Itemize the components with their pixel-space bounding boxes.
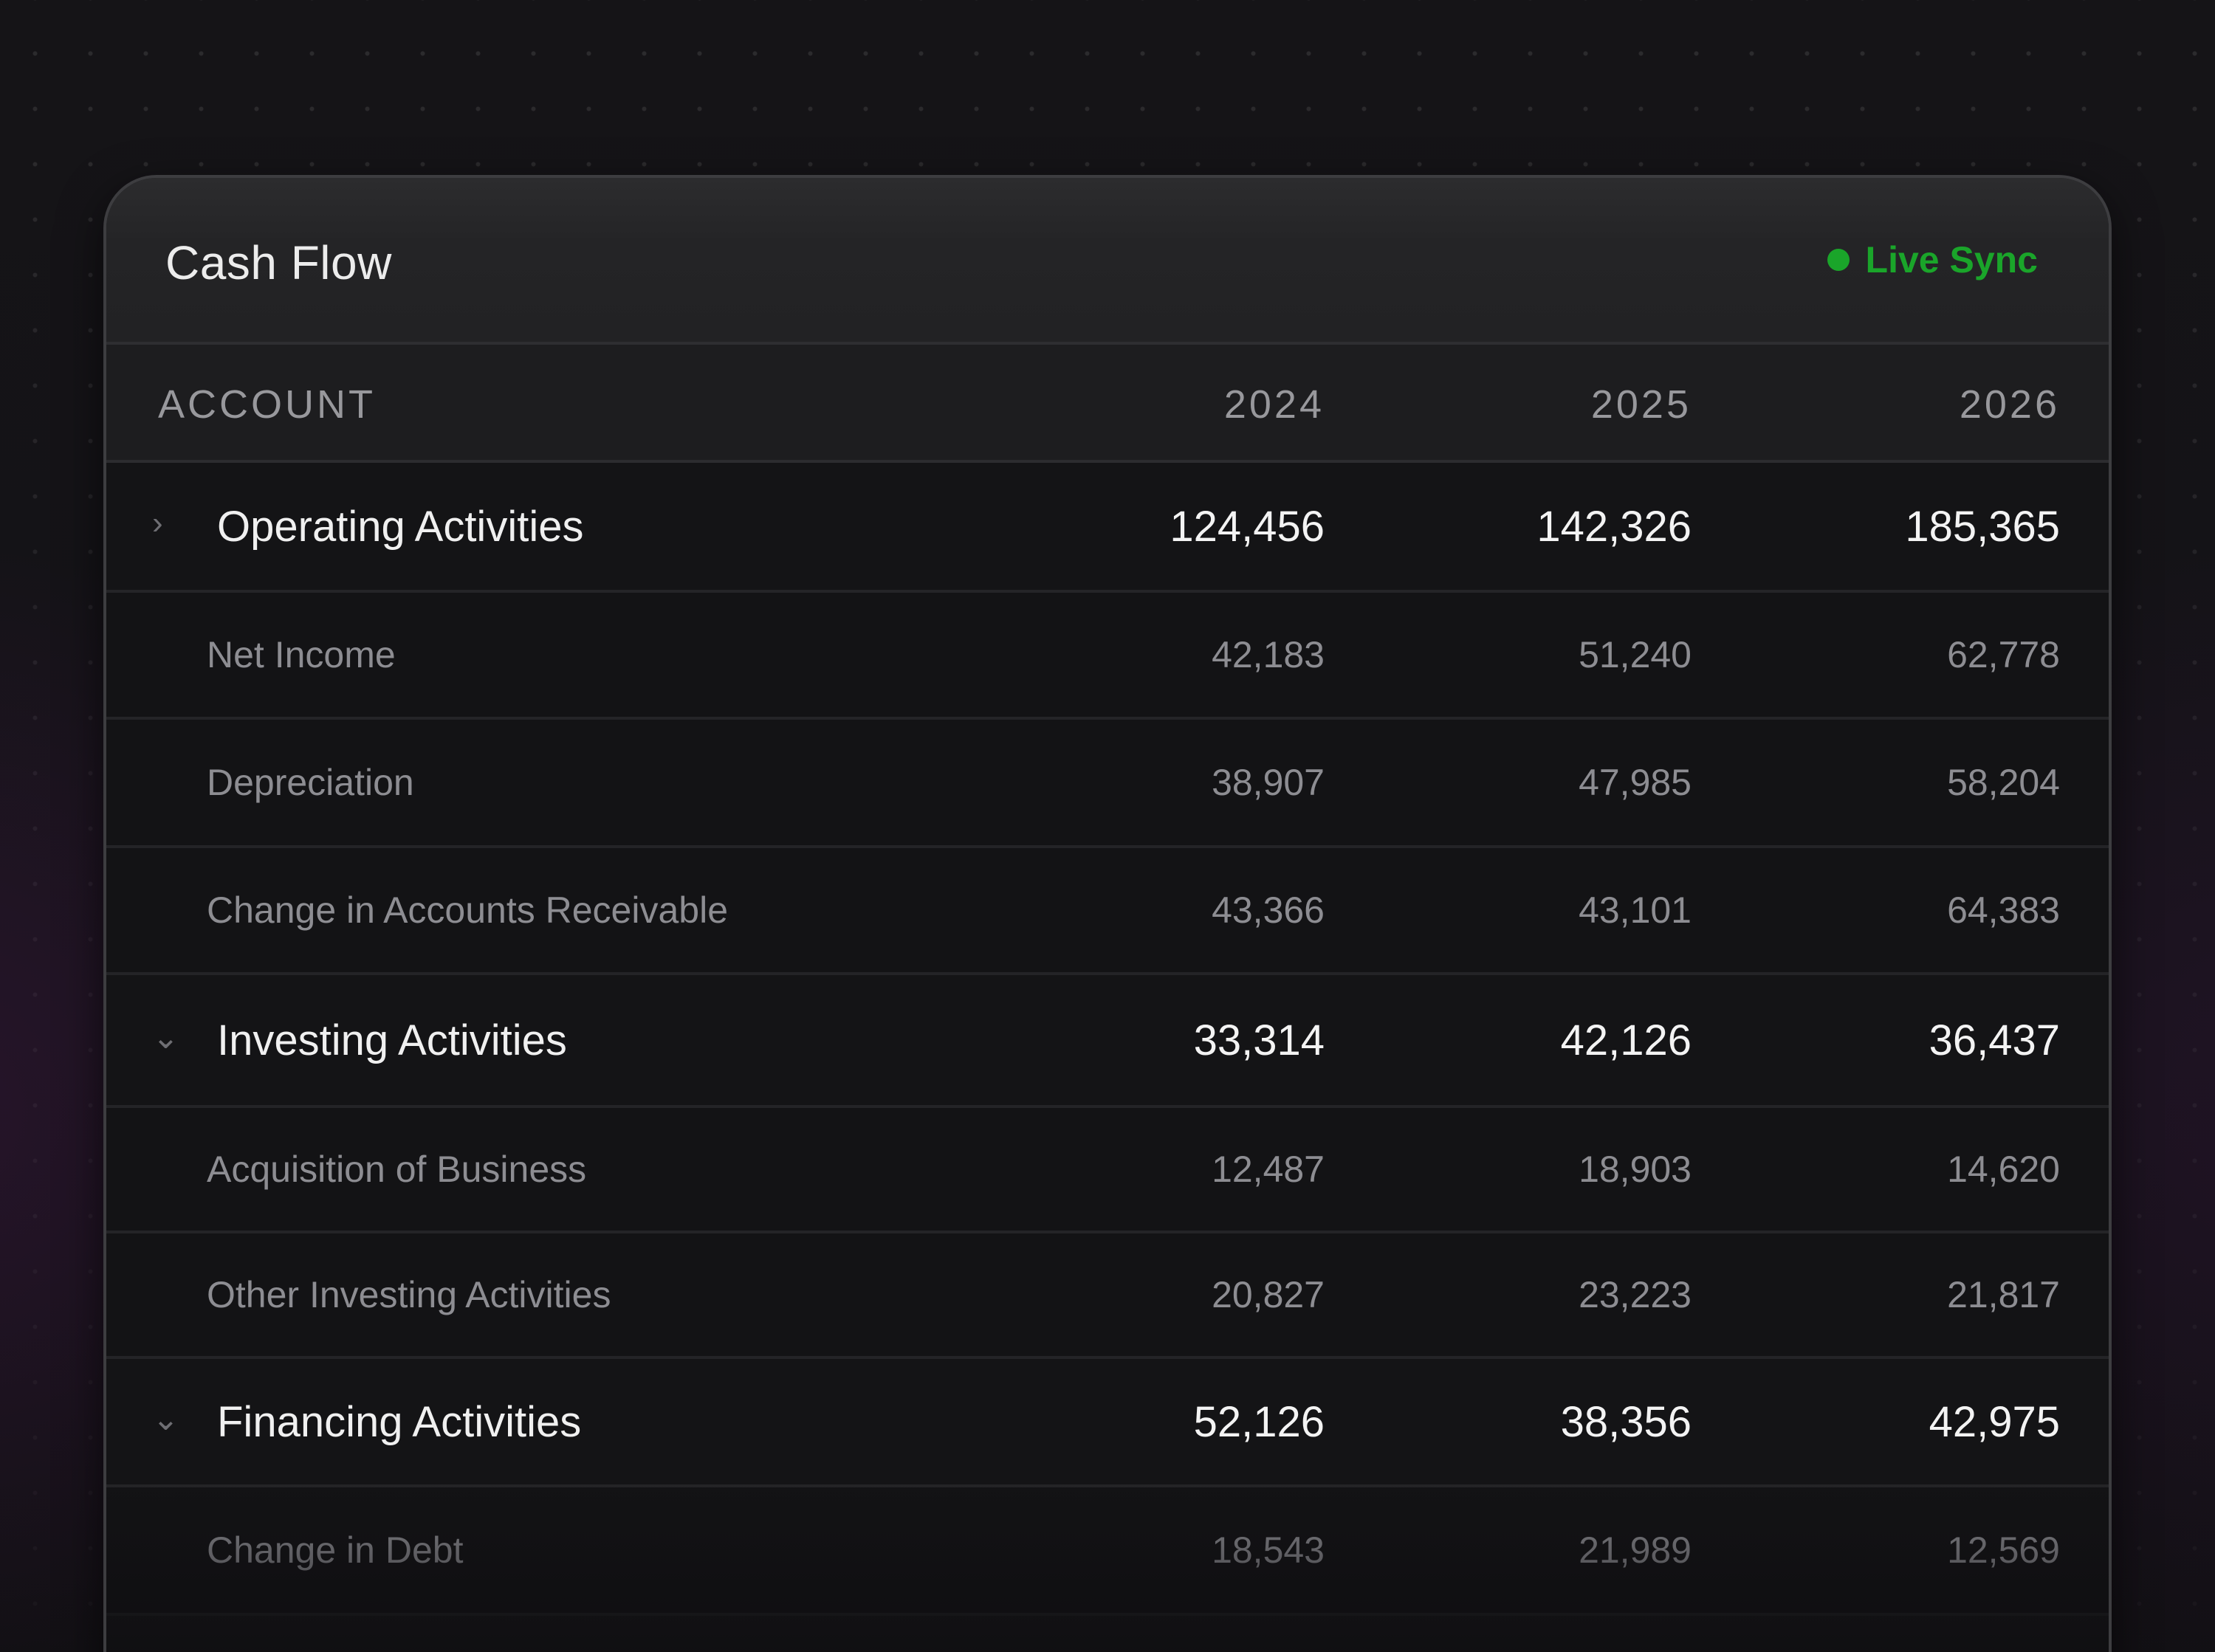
table-body: › Operating Activities 124,456 142,326 185,3… <box>106 463 2109 1616</box>
card-title: Cash Flow <box>165 236 392 289</box>
cell-value-2024: 43,366 <box>1212 889 1325 931</box>
cell-value-2025: 47,985 <box>1579 762 1692 803</box>
cell-value-2026: 58,204 <box>1947 762 2060 803</box>
cell-value-2025: 18,903 <box>1579 1149 1692 1190</box>
cell-value-2026: 62,778 <box>1947 634 2060 675</box>
column-header-2026[interactable]: 2026 <box>1959 382 2060 427</box>
cell-value-2026: 36,437 <box>1929 1016 2060 1064</box>
chevron-down-icon[interactable]: ⌄ <box>152 1019 179 1056</box>
table-row: Acquisition of Business 12,487 18,903 14,62… <box>106 1108 2109 1233</box>
cell-value-2026: 21,817 <box>1947 1274 2060 1315</box>
column-header-2024[interactable]: 2024 <box>1223 382 1325 427</box>
cell-value-2026: 42,975 <box>1929 1398 2060 1446</box>
cell-value-2024: 52,126 <box>1193 1398 1325 1446</box>
cell-value-2026: 64,383 <box>1947 889 2060 931</box>
table-row: Other Investing Activities 20,827 23,223 21… <box>106 1233 2109 1359</box>
cell-value-2024: 20,827 <box>1212 1274 1325 1315</box>
status-dot-icon <box>1827 249 1850 271</box>
table-group-row[interactable]: ⌄ Financing Activities 52,126 38,356 42,975 <box>106 1359 2109 1487</box>
live-sync-status: Live Sync <box>1827 238 2038 281</box>
cell-value-2025: 38,356 <box>1560 1398 1692 1446</box>
row-label: Acquisition of Business <box>207 1149 587 1190</box>
live-sync-label: Live Sync <box>1865 239 2038 281</box>
table-group-row[interactable]: ⌄ Investing Activities 33,314 42,126 36,437 <box>106 975 2109 1108</box>
cell-value-2025: 142,326 <box>1536 503 1692 551</box>
cell-value-2024: 12,487 <box>1212 1149 1325 1190</box>
row-label: Change in Debt <box>207 1529 464 1571</box>
cell-value-2025: 23,223 <box>1579 1274 1692 1315</box>
cell-value-2024: 38,907 <box>1212 762 1325 803</box>
card-header: Cash Flow Live Sync <box>106 178 2109 345</box>
column-header-2025[interactable]: 2025 <box>1590 382 1692 427</box>
chevron-right-icon[interactable]: › <box>152 505 163 541</box>
row-label: Depreciation <box>207 762 414 803</box>
cell-value-2024: 33,314 <box>1193 1016 1325 1064</box>
cell-value-2024: 124,456 <box>1170 503 1325 551</box>
table-row: Change in Accounts Receivable 43,366 43,10… <box>106 848 2109 975</box>
row-label: Change in Accounts Receivable <box>207 889 729 931</box>
row-label: Other Investing Activities <box>207 1274 611 1315</box>
table-row: Net Income 42,183 51,240 62,778 <box>106 593 2109 720</box>
cell-value-2026: 12,569 <box>1947 1529 2060 1571</box>
row-label: Net Income <box>207 634 396 675</box>
table-row: Change in Debt 18,543 21,989 12,569 <box>106 1487 2109 1616</box>
row-label: Financing Activities <box>217 1398 582 1446</box>
cell-value-2026: 14,620 <box>1947 1149 2060 1190</box>
cell-value-2024: 42,183 <box>1212 634 1325 675</box>
cell-value-2025: 51,240 <box>1579 634 1692 675</box>
cell-value-2024: 18,543 <box>1212 1529 1325 1571</box>
table-group-row[interactable]: › Operating Activities 124,456 142,326 185,3… <box>106 463 2109 593</box>
column-header-account[interactable]: ACCOUNT <box>158 382 376 427</box>
cash-flow-card: Cash Flow Live Sync ACCOUNT 2024 2025 20… <box>103 175 2112 1652</box>
cell-value-2025: 21,989 <box>1579 1529 1692 1571</box>
row-label: Investing Activities <box>217 1016 567 1064</box>
chevron-down-icon[interactable]: ⌄ <box>152 1401 179 1437</box>
cell-value-2025: 43,101 <box>1579 889 1692 931</box>
row-label: Operating Activities <box>217 503 584 551</box>
table-row: Depreciation 38,907 47,985 58,204 <box>106 720 2109 848</box>
table-header: ACCOUNT 2024 2025 2026 <box>106 345 2109 463</box>
cell-value-2026: 185,365 <box>1905 503 2060 551</box>
cell-value-2025: 42,126 <box>1560 1016 1692 1064</box>
